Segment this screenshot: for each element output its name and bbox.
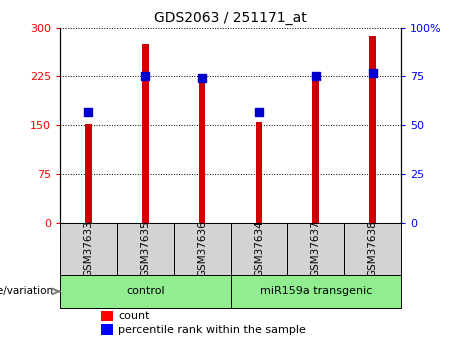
Bar	[174, 223, 230, 275]
Text: control: control	[126, 286, 165, 296]
Bar	[255, 122, 262, 223]
Bar	[199, 77, 206, 223]
Point	[312, 74, 319, 79]
Text: GSM37635: GSM37635	[140, 221, 150, 277]
Text: count: count	[118, 311, 149, 321]
Point	[142, 74, 149, 79]
Bar	[344, 223, 401, 275]
Text: GSM37636: GSM37636	[197, 221, 207, 277]
Bar	[117, 223, 174, 275]
Bar	[60, 275, 230, 308]
Bar	[287, 223, 344, 275]
Bar	[101, 324, 113, 335]
Text: GSM37634: GSM37634	[254, 221, 264, 277]
Bar	[313, 72, 319, 223]
Bar	[101, 311, 113, 322]
Point	[85, 109, 92, 115]
Point	[198, 76, 206, 81]
Bar	[230, 275, 401, 308]
Title: GDS2063 / 251171_at: GDS2063 / 251171_at	[154, 11, 307, 25]
Bar	[60, 223, 117, 275]
Point	[255, 109, 263, 115]
Text: GSM37633: GSM37633	[83, 221, 94, 277]
Text: genotype/variation: genotype/variation	[0, 286, 53, 296]
Point	[369, 70, 376, 75]
Bar	[142, 44, 148, 223]
Bar	[230, 223, 287, 275]
Bar	[369, 36, 376, 223]
Text: percentile rank within the sample: percentile rank within the sample	[118, 325, 306, 335]
Text: GSM37638: GSM37638	[367, 221, 378, 277]
Text: miR159a transgenic: miR159a transgenic	[260, 286, 372, 296]
Text: GSM37637: GSM37637	[311, 221, 321, 277]
Bar	[85, 124, 92, 223]
